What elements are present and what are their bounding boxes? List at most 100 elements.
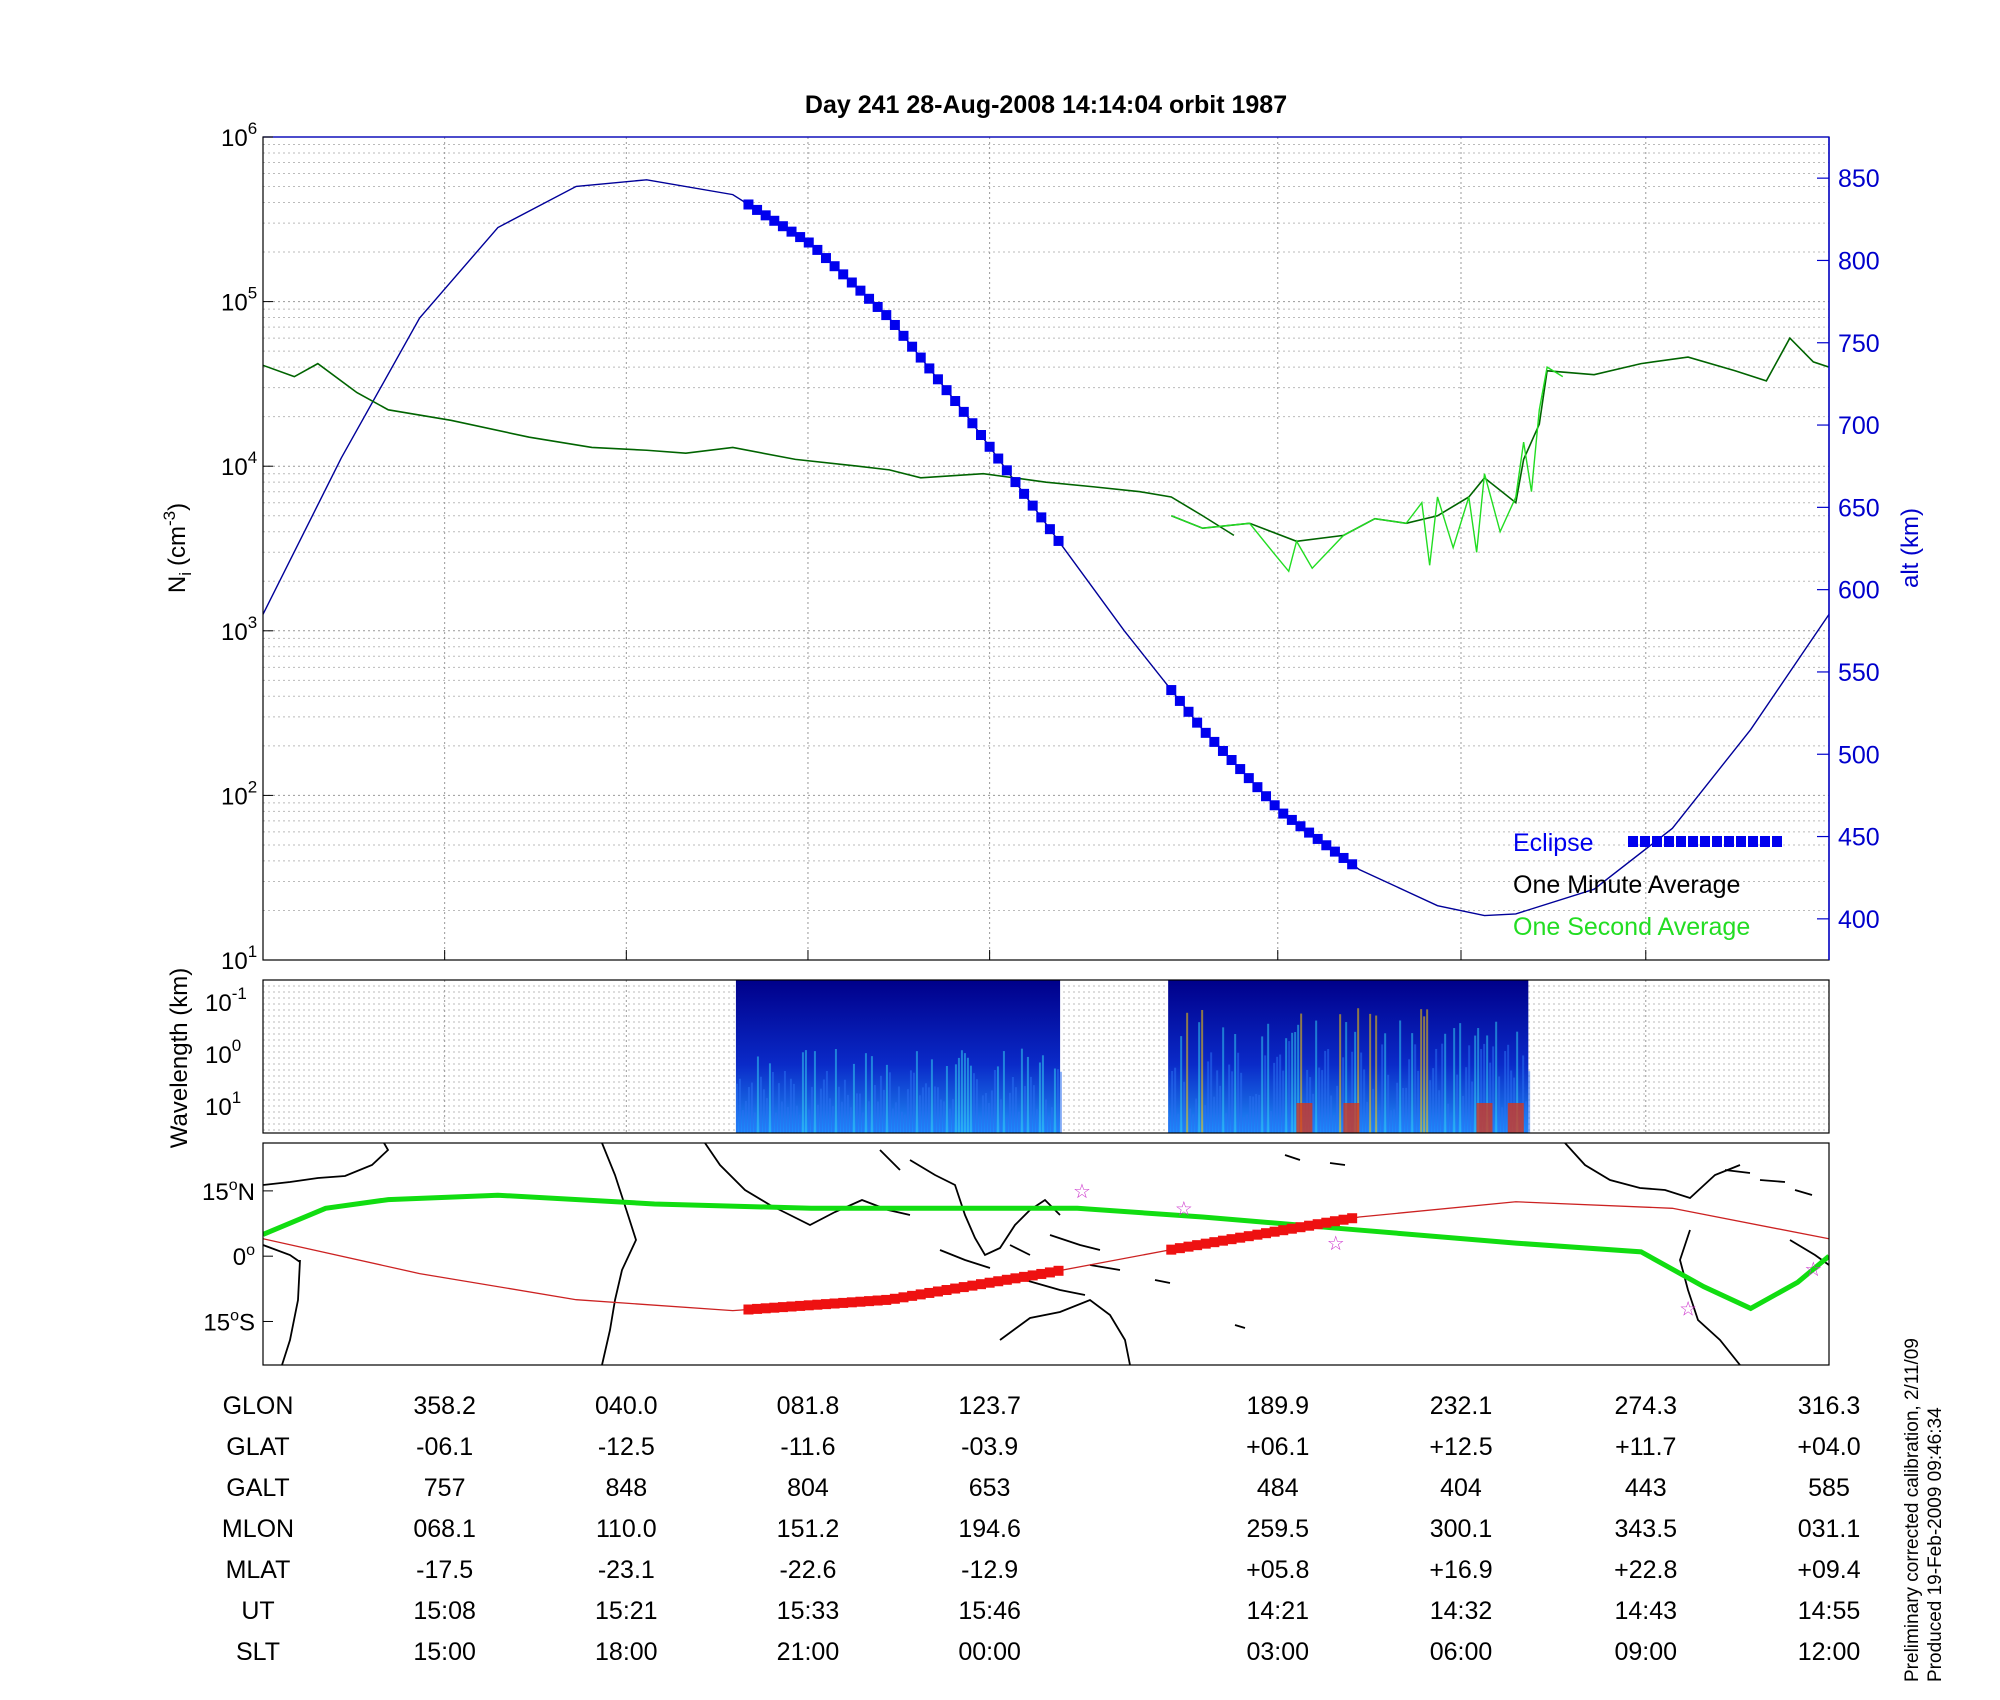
eclipse-mark — [881, 310, 892, 321]
table-cell: 14:43 — [1614, 1597, 1677, 1625]
table-cell: 300.1 — [1430, 1515, 1493, 1543]
spectrogram-column — [1005, 1117, 1008, 1133]
spectrogram-column — [783, 1070, 786, 1133]
map-y-tick-label: 15oN — [202, 1177, 255, 1206]
spectrogram-column — [1258, 1094, 1261, 1133]
spectrogram-column — [1231, 1071, 1234, 1133]
table-cell: 585 — [1808, 1474, 1850, 1502]
y-tick-exp: 6 — [248, 119, 257, 138]
track-eclipse-mark — [1338, 1214, 1349, 1225]
map-tick-deg: 15 — [203, 1309, 230, 1336]
eclipse-mark — [1261, 791, 1272, 802]
spectrogram-column — [882, 1089, 885, 1133]
spectrogram-column — [942, 1101, 945, 1133]
spec-tick-exp: 1 — [232, 1088, 241, 1107]
eclipse-mark — [829, 261, 840, 272]
eclipse-mark — [993, 453, 1004, 464]
eclipse-mark — [1235, 764, 1246, 775]
star-icon: ☆ — [1175, 1198, 1193, 1220]
map-tick-degree-sign: o — [230, 1307, 239, 1324]
figure-title: Day 241 28-Aug-2008 14:14:04 orbit 1987 — [805, 91, 1287, 119]
legend-eclipse-square — [1652, 836, 1662, 847]
spec-tick-exp: 0 — [232, 1036, 241, 1055]
table-cell: 068.1 — [413, 1515, 476, 1543]
spectrogram-column — [1008, 1092, 1011, 1133]
one-minute-average-series — [263, 336, 1829, 543]
spectrogram-column — [924, 1083, 927, 1133]
y-tick-exp: 2 — [248, 777, 257, 796]
eclipse-mark — [786, 226, 797, 237]
eclipse-mark — [1010, 477, 1021, 488]
spectrogram-column — [1174, 1067, 1177, 1133]
map-grid — [263, 1190, 273, 1322]
track-eclipse-mark — [1329, 1216, 1340, 1227]
table-cell: -06.1 — [416, 1433, 473, 1461]
eclipse-mark — [777, 221, 788, 232]
eclipse-mark — [1044, 524, 1055, 535]
spectrogram-column — [1516, 1031, 1519, 1133]
spectrogram-column — [948, 1108, 951, 1133]
eclipse-mark — [1200, 727, 1211, 738]
spectrogram-column — [756, 1056, 759, 1133]
eclipse-mark — [1053, 535, 1064, 546]
track-eclipse-mark — [752, 1303, 763, 1314]
spectrogram-column — [789, 1078, 792, 1133]
spectrogram-column — [831, 1106, 834, 1133]
table-row-label: MLON — [222, 1515, 294, 1543]
coast-pacific-islands — [1154, 1154, 1346, 1329]
orbit-track — [263, 1201, 1829, 1312]
map-tick-degree-sign: o — [229, 1177, 238, 1194]
table-cell: 151.2 — [777, 1515, 840, 1543]
eclipse-mark — [1243, 773, 1254, 784]
y-tick-label: 104 — [221, 448, 257, 481]
legend-eclipse-square — [1736, 836, 1746, 847]
spectrogram-column — [1492, 1046, 1495, 1133]
legend-one-second-label: One Second Average — [1513, 913, 1750, 941]
coast-east-africa — [601, 1143, 637, 1365]
spectrogram-column — [762, 1089, 765, 1133]
table-cell: 00:00 — [958, 1638, 1021, 1666]
eclipse-mark — [1304, 827, 1315, 838]
spectrogram-column — [801, 1052, 804, 1133]
ylabel-exp: -3 — [160, 511, 179, 526]
spectrogram-column — [933, 1086, 936, 1133]
spectrogram-column — [1192, 1114, 1195, 1133]
spectrogram-column — [870, 1056, 873, 1133]
spectrogram-column — [888, 1072, 891, 1133]
spectrogram-hotspot — [1343, 1103, 1360, 1133]
eclipse-mark — [1209, 736, 1220, 747]
spectrogram-column — [1219, 1085, 1222, 1133]
magnetic-equator-line — [263, 1192, 1829, 1312]
spectrogram-column — [837, 1086, 840, 1133]
one-second-average-series — [1171, 365, 1564, 573]
table-cell: 343.5 — [1614, 1515, 1677, 1543]
spectrogram-column — [1264, 1055, 1267, 1133]
eclipse-mark — [795, 232, 806, 243]
table-cell: 110.0 — [596, 1515, 657, 1543]
track-eclipse-mark — [803, 1300, 814, 1311]
eclipse-mark — [1295, 821, 1306, 832]
track-eclipse-mark — [1312, 1219, 1323, 1230]
spectrogram-column — [747, 1086, 750, 1133]
y-tick-label: 106 — [221, 119, 257, 152]
spectrogram-column — [1429, 1080, 1432, 1133]
orbit-track-eclipse — [743, 1213, 1358, 1315]
eclipse-mark — [864, 293, 875, 304]
table-cell: 031.1 — [1798, 1515, 1861, 1543]
spectrogram-column — [1435, 1048, 1438, 1133]
spectrogram-column — [966, 1057, 969, 1133]
y2-tick-label: 750 — [1838, 330, 1880, 358]
table-cell: 14:21 — [1246, 1597, 1309, 1625]
spectrogram-column — [978, 1116, 981, 1133]
ylabel-n: N — [164, 576, 191, 593]
spectrogram-column — [813, 1051, 816, 1133]
spectrogram-column — [1300, 1013, 1303, 1133]
eclipse-mark — [872, 301, 883, 312]
track-eclipse-mark — [1235, 1232, 1246, 1243]
coast-west-africa — [263, 1143, 390, 1365]
legend-eclipse-square — [1664, 836, 1674, 847]
table-cell: -03.9 — [961, 1433, 1018, 1461]
eclipse-mark — [932, 374, 943, 385]
spectrogram-column — [987, 1102, 990, 1133]
